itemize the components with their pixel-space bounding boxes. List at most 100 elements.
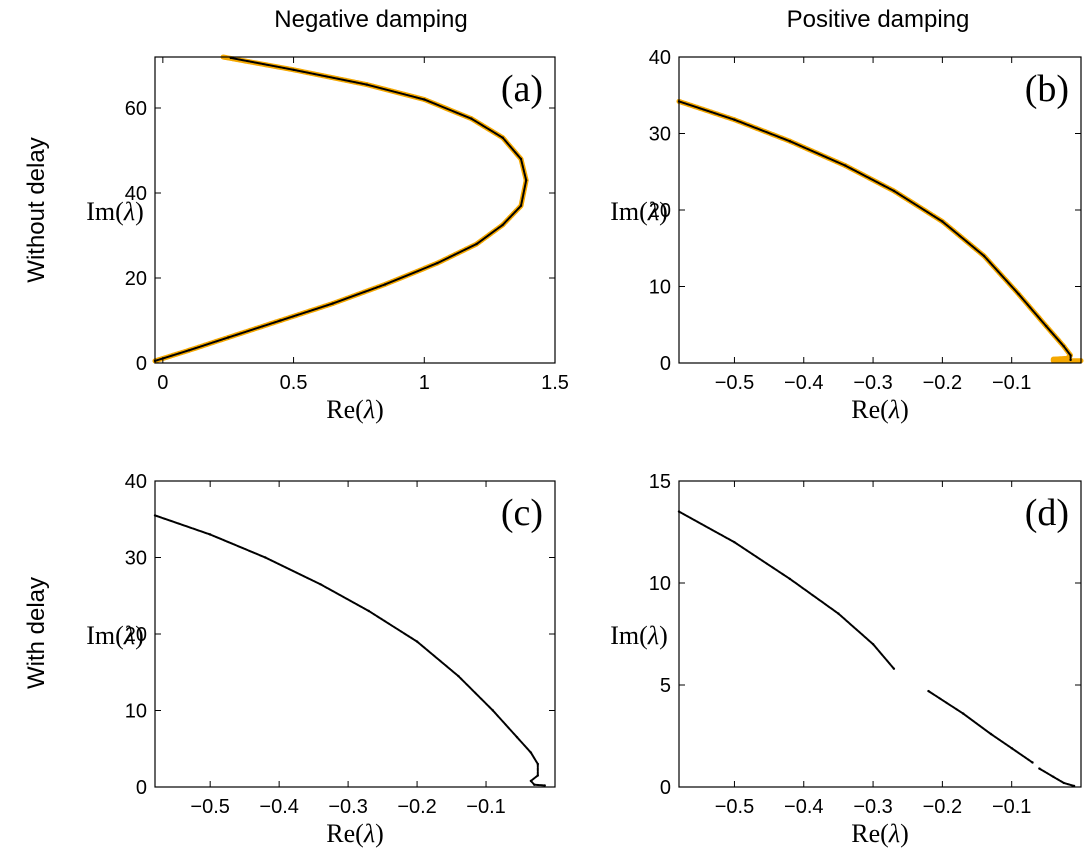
y-tick-label: 10 <box>125 701 147 723</box>
series-black-1 <box>154 56 528 362</box>
data-point <box>1017 292 1020 296</box>
data-point <box>501 136 504 139</box>
axes-frame <box>154 56 556 364</box>
panel-label: (c) <box>501 492 543 534</box>
data-point <box>871 643 875 646</box>
data-point <box>1062 781 1065 785</box>
data-point <box>982 254 986 258</box>
x-tick-label: −0.1 <box>466 796 505 818</box>
data-point <box>331 302 334 305</box>
y-tick-label: 15 <box>649 471 671 493</box>
x-tick-label: −0.2 <box>923 372 962 394</box>
y-tick-label: 40 <box>649 47 671 69</box>
y-tick-label: 20 <box>125 268 147 290</box>
data-point <box>733 118 736 121</box>
x-tick-label: −0.1 <box>992 796 1031 818</box>
data-point <box>1050 358 1056 364</box>
data-point <box>519 204 523 207</box>
y-tick-label: 0 <box>136 777 147 799</box>
y-tick-label: 60 <box>125 98 147 120</box>
x-tick-label: −0.4 <box>784 372 823 394</box>
column-title-positive: Positive damping <box>787 6 970 33</box>
data-point <box>989 732 993 736</box>
data-point <box>536 762 539 766</box>
panel-c: −0.5 −0.4 −0.3 −0.2 −0.1 0 10 20 30 40 Re(λ) Im(λ) (… <box>86 471 556 848</box>
data-point <box>1010 747 1013 750</box>
data-point <box>536 774 539 777</box>
data-point <box>515 736 519 739</box>
x-tick-label: −0.3 <box>853 372 892 394</box>
data-point <box>475 242 478 246</box>
y-tick-label: 40 <box>125 183 147 205</box>
y-tick-label: 30 <box>649 124 671 146</box>
data-point <box>543 784 546 787</box>
y-tick-label: 0 <box>660 353 671 375</box>
x-tick-label: −0.1 <box>992 372 1031 394</box>
series-black-2 <box>1038 767 1076 787</box>
data-point <box>1069 358 1072 362</box>
data-point <box>837 612 840 615</box>
data-point <box>227 336 230 339</box>
x-tick-label: −0.5 <box>190 796 229 818</box>
x-tick-label: −0.2 <box>397 796 436 818</box>
y-tick-label: 20 <box>649 200 671 222</box>
x-axis-label: Re(λ) <box>851 819 909 848</box>
data-point <box>187 349 191 352</box>
y-tick-label: 0 <box>136 353 147 375</box>
data-point <box>264 556 267 559</box>
x-tick-label: 0.5 <box>280 372 308 394</box>
data-point <box>533 783 536 786</box>
panel-a: 0 0.5 1 1.5 0 20 40 60 Re(λ) Im(λ) (a) <box>86 54 569 424</box>
y-axis-label: Im(λ) <box>610 621 668 650</box>
data-point <box>519 157 523 161</box>
column-title-negative: Negative damping <box>274 6 467 33</box>
panel-label: (b) <box>1025 68 1069 110</box>
series-black-1 <box>927 690 1034 764</box>
panel-b: −0.5 −0.4 −0.3 −0.2 −0.1 0 10 20 30 40 Re(λ) Im(λ) (… <box>610 47 1084 424</box>
data-point <box>415 640 419 643</box>
data-point <box>209 533 212 536</box>
panel-label: (a) <box>501 68 543 110</box>
y-axis-label: Im(λ) <box>86 621 144 650</box>
y-tick-label: 30 <box>125 548 147 570</box>
data-point <box>470 117 473 120</box>
x-tick-label: −0.3 <box>853 796 892 818</box>
data-point <box>1045 325 1048 328</box>
y-tick-label: 0 <box>660 777 671 799</box>
series-black-0 <box>678 510 895 670</box>
data-point <box>367 609 370 613</box>
y-tick-label: 20 <box>125 624 147 646</box>
data-point <box>383 283 387 286</box>
y-tick-label: 5 <box>660 675 671 697</box>
data-point <box>1031 761 1034 764</box>
series-orange-0 <box>676 98 1084 364</box>
data-point <box>436 261 439 265</box>
data-point <box>279 319 282 322</box>
series-orange-0 <box>152 54 529 364</box>
x-tick-label: −0.5 <box>715 796 754 818</box>
row-title-with-delay: With delay <box>23 577 50 689</box>
data-point <box>423 98 426 101</box>
row-title-without-delay: Without delay <box>23 137 50 282</box>
data-point <box>941 220 944 223</box>
data-point <box>844 164 847 167</box>
data-point <box>733 541 736 544</box>
x-tick-label: 1 <box>419 372 430 394</box>
x-tick-label: 0 <box>157 372 168 394</box>
data-point <box>525 179 528 182</box>
x-axis-label: Re(λ) <box>851 395 909 424</box>
series-black-0 <box>154 514 546 787</box>
x-tick-label: −0.3 <box>328 796 367 818</box>
x-axis-label: Re(λ) <box>326 819 384 848</box>
y-tick-label: 10 <box>649 277 671 299</box>
data-point <box>892 667 896 670</box>
data-point <box>292 68 295 72</box>
y-axis-label: Im(λ) <box>610 197 668 226</box>
y-tick-label: 40 <box>125 471 147 493</box>
data-point <box>491 709 495 712</box>
axes-frame <box>678 480 1082 788</box>
axes-frame <box>154 480 556 788</box>
data-point <box>892 189 896 193</box>
data-point <box>788 140 792 143</box>
